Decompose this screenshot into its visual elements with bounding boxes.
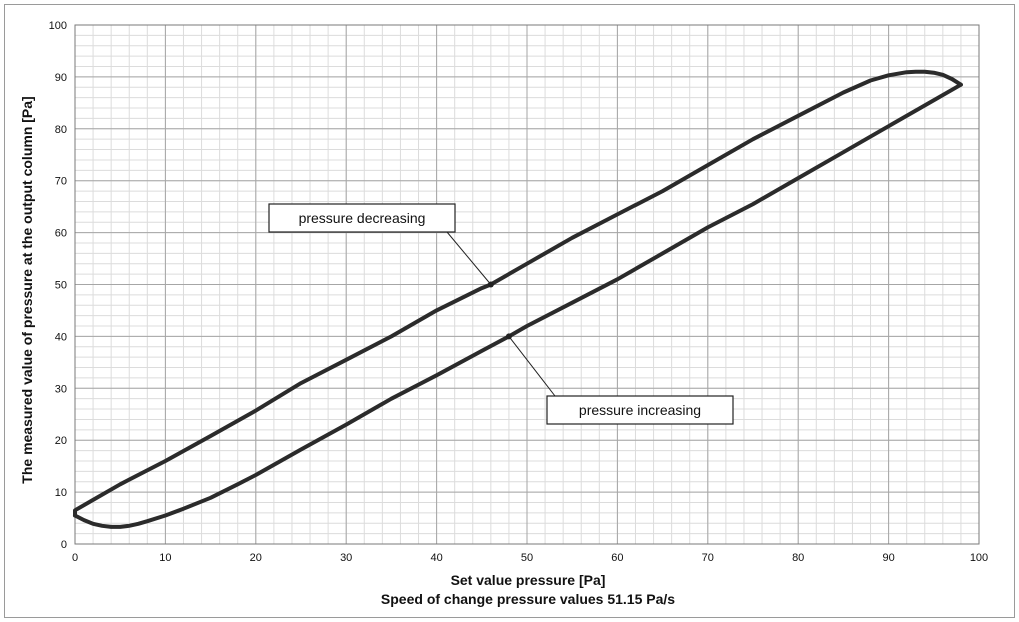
y-tick-label: 60 xyxy=(55,228,67,240)
callouts: pressure decreasing pressure increasing xyxy=(268,203,734,425)
y-tick-label: 0 xyxy=(61,539,67,551)
x-tick-label: 40 xyxy=(430,552,442,564)
x-tick-label: 70 xyxy=(702,552,714,564)
callout-anchor-point xyxy=(505,333,512,340)
y-axis-ticks: 0 10 20 30 40 50 60 70 80 90 100 xyxy=(49,20,67,551)
y-tick-label: 90 xyxy=(55,72,67,84)
x-axis-title: Set value pressure [Pa] xyxy=(451,572,606,588)
y-tick-label: 100 xyxy=(49,20,67,32)
callout-anchor-point xyxy=(487,281,494,288)
x-tick-label: 20 xyxy=(250,552,262,564)
plot-area-border xyxy=(74,24,980,545)
x-axis-ticks: 0 10 20 30 40 50 60 70 80 90 100 xyxy=(72,552,988,564)
x-tick-label: 90 xyxy=(882,552,894,564)
callout-box xyxy=(268,203,456,233)
y-tick-label: 10 xyxy=(55,487,67,499)
series-layer xyxy=(73,69,963,529)
y-tick-label: 20 xyxy=(55,435,67,447)
x-tick-label: 30 xyxy=(340,552,352,564)
x-tick-label: 10 xyxy=(159,552,171,564)
y-tick-label: 30 xyxy=(55,383,67,395)
callout-box xyxy=(546,395,734,425)
callout-label: pressure decreasing xyxy=(299,210,426,226)
series-pressure-increasing xyxy=(73,82,963,529)
y-axis-title: The measured value of pressure at the ou… xyxy=(19,96,35,483)
callout-label: pressure increasing xyxy=(579,402,701,418)
x-tick-label: 80 xyxy=(792,552,804,564)
major-grid xyxy=(74,24,980,545)
x-tick-label: 100 xyxy=(970,552,988,564)
chart-subtitle: Speed of change pressure values 51.15 Pa… xyxy=(381,591,675,607)
y-tick-label: 40 xyxy=(55,331,67,343)
y-tick-label: 70 xyxy=(55,176,67,188)
x-tick-label: 50 xyxy=(521,552,533,564)
y-tick-label: 80 xyxy=(55,124,67,136)
series-pressure-decreasing xyxy=(73,69,963,518)
callout-leader xyxy=(508,336,556,397)
chart-frame xyxy=(4,4,1015,618)
x-tick-label: 60 xyxy=(611,552,623,564)
callout-leader xyxy=(446,231,492,285)
y-tick-label: 50 xyxy=(55,280,67,292)
x-tick-label: 0 xyxy=(72,552,78,564)
